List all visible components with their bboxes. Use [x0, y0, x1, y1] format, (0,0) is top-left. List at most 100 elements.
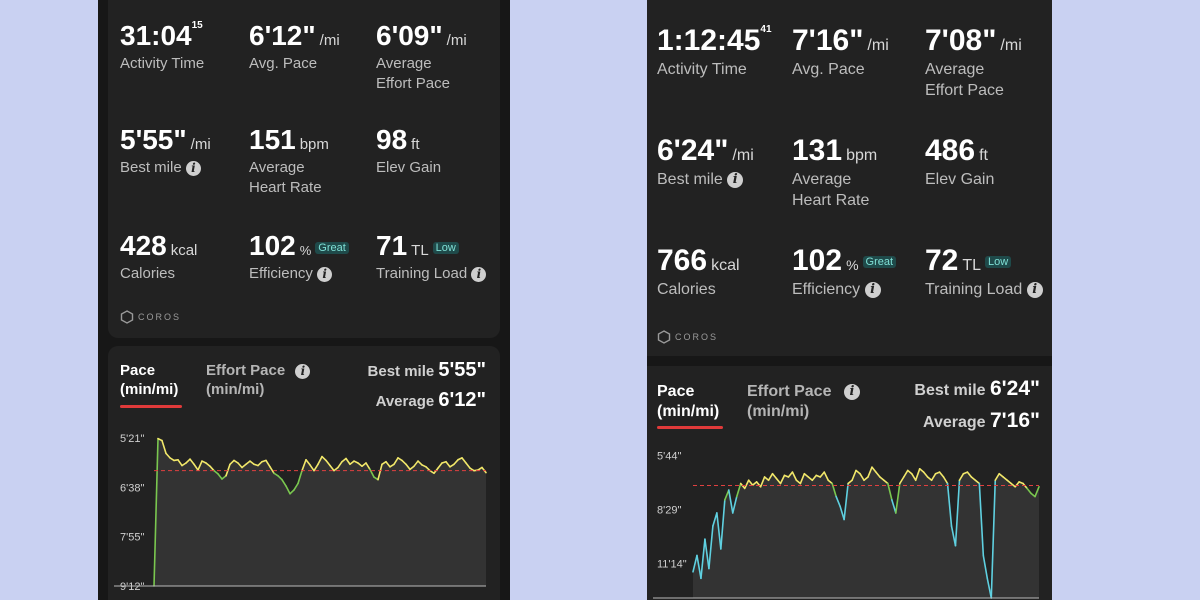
avg-pace-value: 7'16" [792, 24, 864, 57]
pace-line-segment [899, 476, 905, 485]
pace-line-segment [879, 476, 885, 482]
pace-line-segment [914, 468, 921, 482]
pace-line-segment [811, 474, 818, 482]
y-tick-label: 9'12" [120, 581, 144, 593]
avg-effort-pace-unit: /mi [1000, 37, 1022, 54]
pace-line-segment [918, 468, 925, 473]
efficiency-value: 102 [792, 244, 843, 277]
right-activity-screen: 1:12:4541 Activity Time 7'16"/mi Avg. Pa… [647, 0, 1052, 600]
info-icon[interactable]: i [864, 281, 881, 298]
avg-effort-pace-stat: 6'09"/mi Average Effort Pace [376, 20, 467, 93]
best-mile-summary-value: 6'24" [990, 377, 1040, 400]
pace-line-segment [716, 512, 722, 550]
stats-card: 31:0415 Activity Time 6'12"/mi Avg. Pace… [108, 0, 500, 338]
avg-pace-stat: 7'16"/mi Avg. Pace [792, 24, 889, 81]
pace-line-segment [743, 479, 750, 490]
tab-effort-pace-label: Effort Pace [747, 383, 832, 400]
pace-line-segment [357, 462, 363, 467]
pace-line-segment [289, 489, 295, 495]
info-icon[interactable]: i [185, 160, 201, 176]
avg-pace-label: Avg. Pace [249, 55, 318, 72]
info-icon[interactable]: i [843, 383, 860, 400]
calories-label: Calories [657, 281, 716, 298]
activity-time-hundredths: 41 [760, 24, 772, 35]
pace-line-segment [771, 472, 778, 480]
pace-line-segment [193, 463, 199, 471]
y-tick-label: 7'55" [120, 532, 144, 544]
info-icon[interactable]: i [727, 171, 744, 188]
pace-line-segment [205, 462, 211, 467]
elev-gain-value: 98 [376, 124, 408, 155]
coros-logo: COROS [120, 310, 181, 324]
training-load-badge: Low [432, 241, 459, 254]
pace-line-segment [185, 458, 191, 464]
activity-time-label: Activity Time [120, 55, 205, 72]
best-mile-stat: 5'55"/mi Best mile i [120, 124, 211, 178]
avg-pace-unit: /mi [867, 37, 889, 54]
pace-line-segment [930, 472, 937, 482]
calories-unit: kcal [711, 257, 740, 274]
pace-line-segment [225, 463, 231, 477]
avg-hr-unit: bpm [299, 136, 329, 153]
pace-chart[interactable]: 5'44" 8'29" 11'14" [647, 366, 1052, 600]
pace-line-segment [891, 499, 897, 514]
efficiency-label: Efficiency [249, 265, 313, 282]
pace-chart[interactable]: 5'21" 6'38" 7'55" 9'12" [108, 346, 500, 600]
tab-pace-unit: (min/mi) [120, 380, 179, 398]
tab-effort-pace[interactable]: Effort Pace i (min/mi) [206, 362, 311, 400]
avg-effort-pace-label-1: Average [925, 61, 985, 78]
pace-line-segment [341, 457, 347, 463]
tab-effort-pace-unit: (min/mi) [747, 403, 810, 420]
avg-hr-label-1: Average [792, 171, 852, 188]
pace-line-segment [161, 439, 167, 455]
tab-pace[interactable]: Pace (min/mi) [657, 382, 719, 422]
pace-line-segment [317, 455, 323, 466]
calories-value: 766 [657, 244, 708, 277]
elev-gain-stat: 98 ft Elev Gain [376, 124, 441, 178]
pace-summary: Best mile 5'55" Average 6'12" [368, 356, 486, 416]
pace-line-segment [799, 472, 806, 485]
efficiency-unit: % [299, 243, 312, 258]
y-tick-label: 8'29" [657, 504, 681, 516]
pace-line-segment [461, 457, 467, 464]
pace-line-segment [1034, 485, 1040, 498]
best-mile-unit: /mi [732, 147, 754, 164]
pace-line-segment [906, 469, 913, 475]
pace-line-segment [409, 465, 415, 471]
pace-line-segment [1026, 487, 1032, 495]
pace-line-segment [998, 472, 1005, 478]
pace-line-segment [831, 482, 837, 498]
pace-line-segment [727, 489, 734, 514]
tab-pace[interactable]: Pace (min/mi) [120, 362, 178, 400]
pace-line-segment [946, 482, 953, 527]
pace-line-segment [966, 471, 973, 478]
efficiency-label: Efficiency [792, 281, 861, 298]
pace-line-segment [724, 489, 730, 501]
info-icon[interactable]: i [471, 266, 487, 282]
pace-line-segment [241, 463, 247, 469]
pace-line-segment [902, 469, 909, 478]
pace-line-segment [803, 472, 810, 478]
pace-chart-card: Pace (min/mi) Effort Pace i (min/mi) Bes… [647, 366, 1052, 600]
avg-pace-stat: 6'12"/mi Avg. Pace [249, 20, 340, 74]
pace-line-segment [708, 525, 714, 570]
best-mile-summary-value: 5'55" [438, 359, 486, 381]
pace-line-segment [177, 458, 183, 467]
info-icon[interactable]: i [317, 266, 333, 282]
info-icon[interactable]: i [295, 363, 311, 379]
pace-line-segment [851, 469, 857, 482]
best-mile-label: Best mile [120, 159, 182, 176]
pace-line-segment [735, 482, 742, 498]
pace-line-segment [712, 512, 718, 527]
pace-line-segment [377, 463, 383, 481]
pace-line-segment [982, 554, 989, 580]
pace-line-segment [369, 468, 375, 478]
tab-pace-label: Pace [120, 362, 156, 379]
pace-line-segment [763, 476, 770, 482]
elev-gain-unit: ft [411, 136, 420, 153]
pace-line-segment [926, 476, 933, 482]
best-mile-label: Best mile [657, 171, 723, 188]
info-icon[interactable]: i [1026, 281, 1043, 298]
avg-pace-unit: /mi [319, 32, 340, 49]
tab-effort-pace[interactable]: Effort Pace i (min/mi) [747, 382, 860, 422]
